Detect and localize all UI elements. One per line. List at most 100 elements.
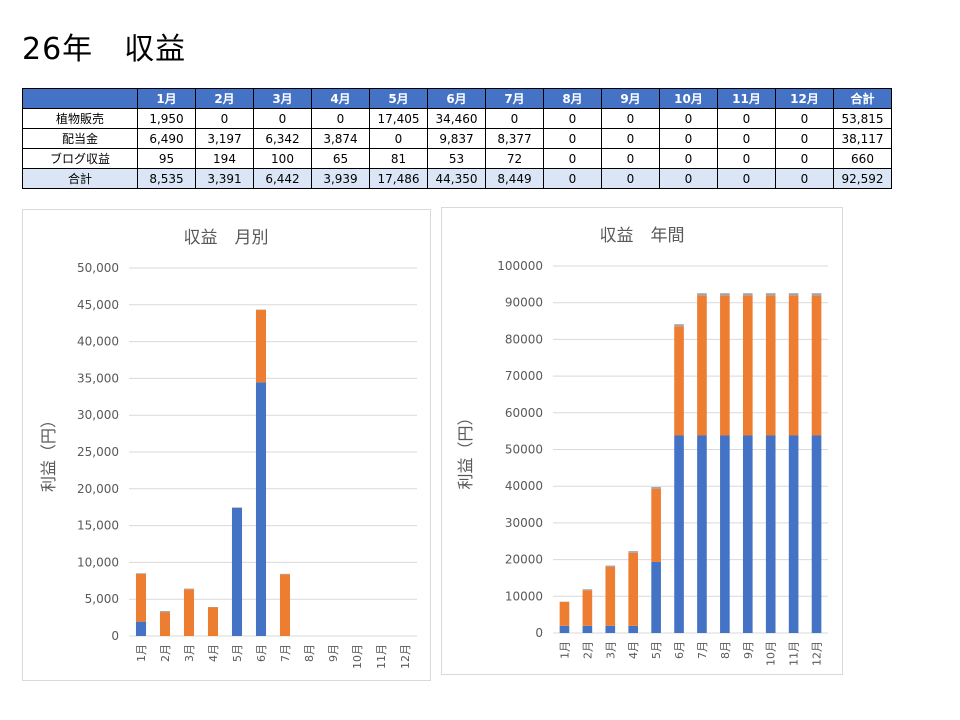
row-label: 合計 [22,168,138,189]
table-cell: 660 [833,148,892,169]
row-label: 配当金 [22,128,138,149]
table-cell: 6,342 [253,128,312,149]
y-tick-label: 20,000 [77,482,119,496]
x-tick-label: 11月 [375,644,388,669]
bar-segment [765,293,776,296]
table-cell: 0 [601,148,660,169]
table-cell: 0 [543,108,602,129]
x-tick-label: 12月 [399,644,412,669]
chart-title: 収益 年間 [600,226,685,246]
table-cell: 44,350 [427,168,486,189]
table-cell: 53 [427,148,486,169]
table-cell: 0 [659,148,718,169]
bar-segment [788,293,799,296]
table-cell: 0 [543,128,602,149]
table-cell: 0 [543,148,602,169]
bar-segment [674,324,684,327]
bar-segment [628,625,639,633]
bar-segment [255,309,267,383]
table-cell: 194 [195,148,254,169]
x-tick-label: 10月 [765,641,778,666]
table-cell: 72 [485,148,544,169]
y-tick-label: 60000 [505,406,543,420]
bar-segment [135,573,147,622]
x-tick-label: 8月 [719,641,732,659]
y-tick-label: 45,000 [77,298,119,312]
table-cell: 0 [311,108,370,129]
y-tick-label: 35,000 [77,371,119,385]
table-cell: 6,442 [253,168,312,189]
bar-segment [742,295,753,436]
y-tick-label: 50000 [505,443,543,457]
row-label: 植物販売 [22,108,138,129]
bar-segment [628,551,639,553]
table-cell: 9,837 [427,128,486,149]
bar-segment [207,607,219,636]
table-header-cell: 1月 [137,88,196,109]
bar-segment [605,565,616,568]
bar-segment [651,486,661,489]
x-tick-label: 10月 [351,644,364,669]
table-cell: 0 [775,128,834,149]
bar-segment [651,561,661,633]
bar-segment [582,590,593,626]
bar-segment [720,295,730,436]
table-cell: 3,197 [195,128,254,149]
y-tick-label: 100000 [497,259,543,273]
table-row: ブログ収益 95 194 100 65 81 53 72 0 0 0 0 0 660 [22,148,892,169]
x-tick-label: 5月 [650,641,663,659]
table-cell: 0 [195,108,254,129]
bar-segment [279,573,291,575]
x-tick-label: 12月 [811,641,824,666]
y-tick-label: 10000 [505,589,543,603]
y-tick-label: 40000 [505,479,543,493]
y-tick-label: 0 [111,629,119,643]
table-cell: 0 [601,108,660,129]
bar-segment [811,435,822,633]
bar-segment [651,488,661,562]
x-tick-label: 1月 [558,641,571,659]
bar-segment [697,435,707,633]
x-tick-label: 2月 [159,644,172,662]
y-tick-label: 30000 [505,516,543,530]
table-cell: 0 [717,148,776,169]
bar-segment [559,602,570,626]
table-cell: 0 [717,108,776,129]
page-title: 26年 収益 [22,32,187,67]
x-tick-label: 5月 [231,644,244,662]
bar-segment [674,326,684,436]
table-cell: 0 [775,168,834,189]
y-axis-label: 利益（円） [456,409,475,489]
bar-segment [605,625,616,633]
table-cell: 0 [659,168,718,189]
x-tick-label: 7月 [279,644,292,662]
table-cell: 0 [543,168,602,189]
table-header-cell: 4月 [311,88,370,109]
x-tick-label: 7月 [696,641,709,659]
y-tick-label: 20000 [505,553,543,567]
table-header-cell: 8月 [543,88,602,109]
table-cell: 0 [485,108,544,129]
table-row: 合計 8,535 3,391 6,442 3,939 17,486 44,350 8,449 0… [22,168,892,189]
table-cell: 0 [601,128,660,149]
table-cell: 38,117 [833,128,892,149]
y-tick-label: 25,000 [77,445,119,459]
y-tick-label: 0 [535,626,543,640]
bar-segment [720,293,730,296]
table-row: 植物販売 1,950 0 0 0 17,405 34,460 0 0 0 0 0 0 53,815 [22,108,892,129]
y-tick-label: 10,000 [77,555,119,569]
table-cell: 0 [253,108,312,129]
table-cell: 0 [369,128,428,149]
bar-segment [135,573,147,574]
bar-segment [742,435,753,633]
x-tick-label: 3月 [604,641,617,659]
table-cell: 0 [717,168,776,189]
table-cell: 92,592 [833,168,892,189]
bar-segment [788,295,799,436]
bar-segment [811,295,822,436]
x-tick-label: 2月 [581,641,594,659]
table-cell: 100 [253,148,312,169]
bar-segment [231,507,243,636]
table-cell: 95 [137,148,196,169]
